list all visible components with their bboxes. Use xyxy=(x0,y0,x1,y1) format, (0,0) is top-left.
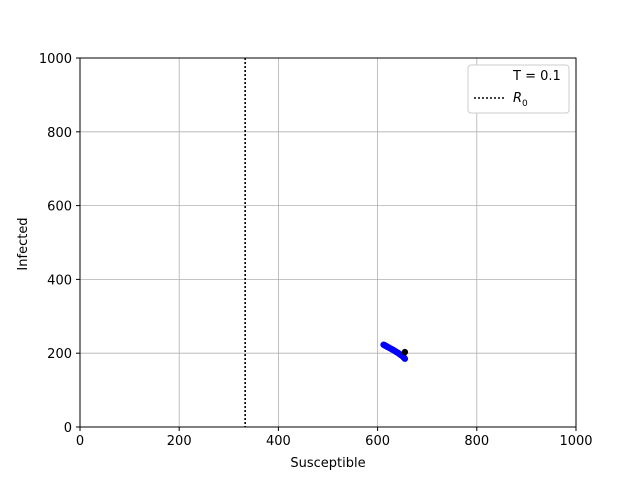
y-tick-label: 1000 xyxy=(39,52,72,67)
y-axis-label: Infected xyxy=(16,217,31,270)
legend-r0-label: R0 xyxy=(513,91,528,109)
x-tick-label: 0 xyxy=(76,434,84,449)
y-tick-label: 0 xyxy=(64,421,72,436)
y-tick-label: 400 xyxy=(47,273,72,288)
y-axis-ticks: 0 200 400 600 800 1000 xyxy=(39,52,80,436)
x-axis-ticks: 0 200 400 600 800 1000 xyxy=(76,427,593,449)
x-tick-label: 400 xyxy=(266,434,291,449)
y-tick-label: 600 xyxy=(47,200,72,215)
y-tick-label: 800 xyxy=(47,126,72,141)
data-point xyxy=(401,348,409,356)
x-tick-label: 600 xyxy=(365,434,390,449)
grid-lines xyxy=(79,57,577,428)
y-tick-label: 200 xyxy=(47,347,72,362)
legend-r0-symbol: R xyxy=(513,91,522,106)
legend-box xyxy=(467,64,570,114)
plot-frame xyxy=(79,57,577,428)
x-tick-label: 800 xyxy=(464,434,489,449)
legend-time-label: T = 0.1 xyxy=(512,69,561,84)
x-tick-label: 200 xyxy=(167,434,192,449)
x-axis-label: Susceptible xyxy=(290,456,365,471)
data-point xyxy=(401,355,409,362)
legend-r0-subscript: 0 xyxy=(522,99,528,109)
x-tick-label: 1000 xyxy=(559,434,592,449)
legend: T = 0.1 R0 xyxy=(467,64,570,114)
data-points xyxy=(380,341,409,362)
